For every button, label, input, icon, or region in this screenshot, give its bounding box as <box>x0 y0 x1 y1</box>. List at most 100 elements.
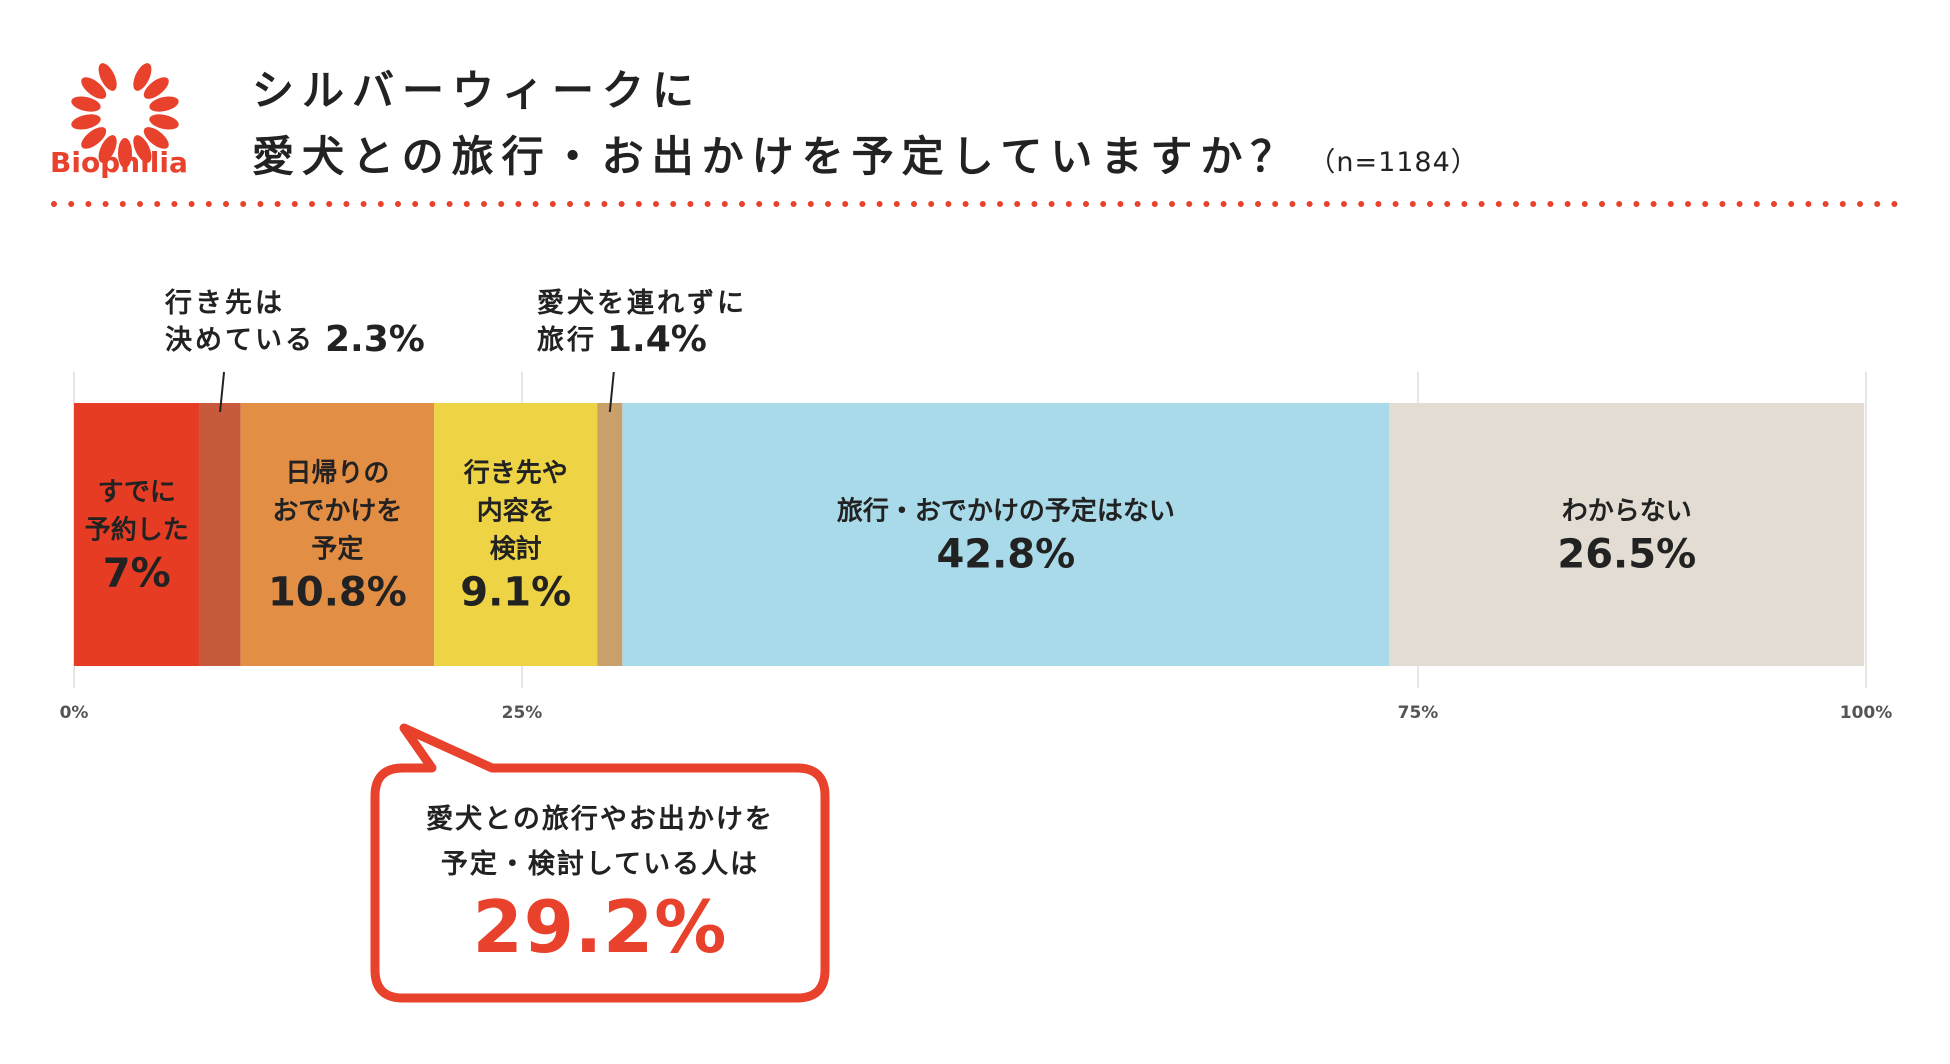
bar-label: 日帰りの <box>285 459 389 489</box>
wreath-leaf <box>149 96 179 112</box>
bar-segment <box>434 403 598 666</box>
divider-dot <box>1857 201 1863 207</box>
divider-dot <box>119 201 126 207</box>
divider-dot <box>584 201 591 207</box>
wreath-leaf <box>81 77 107 99</box>
bar-segment <box>74 403 200 666</box>
divider-dot <box>1151 201 1158 207</box>
divider-dot <box>343 201 350 207</box>
x-tick-label: 0% <box>60 703 89 723</box>
x-tick-label: 100% <box>1840 703 1893 723</box>
divider-dot <box>704 201 711 207</box>
divider-dot <box>1633 201 1640 207</box>
x-tick-label: 75% <box>1398 703 1439 723</box>
divider-dot <box>1272 201 1279 207</box>
divider-dot <box>1736 201 1743 207</box>
divider-dot <box>412 201 419 207</box>
callout-label: 決めている <box>165 325 315 356</box>
divider-dot <box>137 201 143 207</box>
wreath-leaf <box>81 127 107 149</box>
divider-dot <box>1599 201 1605 207</box>
callout-leader-line <box>608 371 615 413</box>
divider-dot <box>790 201 797 207</box>
divider-dot <box>85 201 92 207</box>
divider-dot <box>51 201 57 207</box>
divider-dot <box>1874 201 1881 207</box>
divider-dot <box>326 201 333 207</box>
wreath-leaf <box>71 114 101 130</box>
wreath-leaf <box>118 138 132 168</box>
bar-label: 行き先や <box>463 458 568 489</box>
divider-dot <box>1341 201 1347 207</box>
divider-dot <box>463 201 470 207</box>
divider-dot <box>1031 201 1038 207</box>
divider-dot <box>1805 201 1812 207</box>
divider-dot <box>549 201 556 207</box>
divider-dot <box>1306 201 1313 207</box>
divider-dot <box>687 201 694 207</box>
divider-dot <box>1839 201 1846 207</box>
divider-dot <box>859 201 866 207</box>
divider-dot <box>979 201 986 207</box>
wreath-leaf <box>98 63 117 91</box>
divider-dot <box>1065 201 1072 207</box>
divider-dot <box>1100 201 1107 207</box>
divider-dot <box>515 201 522 207</box>
divider-dot <box>1478 201 1485 207</box>
divider-dot <box>1547 201 1554 207</box>
divider-dot <box>911 201 917 207</box>
bar-value-label: 42.8% <box>936 532 1075 578</box>
divider-dot <box>395 201 401 207</box>
bar-value-label: 10.8% <box>268 570 407 616</box>
summary-value: 29.2% <box>472 885 728 969</box>
divider-dot <box>429 201 436 207</box>
wreath-leaf <box>133 63 152 91</box>
bar-segment <box>1389 403 1865 666</box>
divider-dot <box>223 201 229 207</box>
wreath-leaf <box>71 96 101 112</box>
divider-dot <box>721 201 728 207</box>
divider-dot <box>1495 201 1502 207</box>
bar-value-label: 9.1% <box>460 570 571 616</box>
title-line-1: シルバーウィークに <box>252 66 703 115</box>
divider-dot <box>1392 201 1399 207</box>
bar-value-label: 26.5% <box>1557 532 1696 578</box>
divider-dot <box>1616 201 1623 207</box>
divider-dot <box>1461 201 1468 207</box>
divider-dot <box>1237 201 1244 207</box>
sample-size: （n=1184） <box>1308 147 1479 178</box>
bar-segment <box>597 403 623 666</box>
divider-dot <box>1375 201 1382 207</box>
divider-dot <box>1788 201 1795 207</box>
divider-dot <box>1289 201 1296 207</box>
divider-dot <box>739 201 745 207</box>
divider-dot <box>997 201 1003 207</box>
divider-dot <box>618 201 625 207</box>
wreath-leaf <box>143 127 169 149</box>
divider-dot <box>240 201 247 207</box>
divider-dot <box>377 201 384 207</box>
divider-dot <box>773 201 780 207</box>
bar-label: 旅行・おでかけの予定はない <box>837 496 1175 527</box>
wreath-leaf <box>149 114 179 130</box>
bar-segment <box>240 403 435 666</box>
divider-dot <box>154 201 161 207</box>
divider-dot <box>532 201 539 207</box>
divider-dot <box>309 201 315 207</box>
divider-dot <box>635 201 642 207</box>
callout-value-label: 1.4% <box>607 319 707 360</box>
divider-dot <box>1513 201 1519 207</box>
divider-dot <box>360 201 367 207</box>
bar-label: おでかけを <box>272 497 402 527</box>
divider-dot <box>601 201 608 207</box>
divider-dot <box>1358 201 1365 207</box>
divider-dot <box>825 201 831 207</box>
divider-dot <box>1048 201 1055 207</box>
callout-leader-line <box>219 371 226 413</box>
callout-label: 愛犬を連れずに <box>537 288 747 319</box>
divider-dot <box>1667 201 1674 207</box>
divider-dot <box>1014 201 1021 207</box>
summary-line-1: 愛犬との旅行やお出かけを <box>426 804 774 835</box>
divider-dot <box>1186 201 1193 207</box>
